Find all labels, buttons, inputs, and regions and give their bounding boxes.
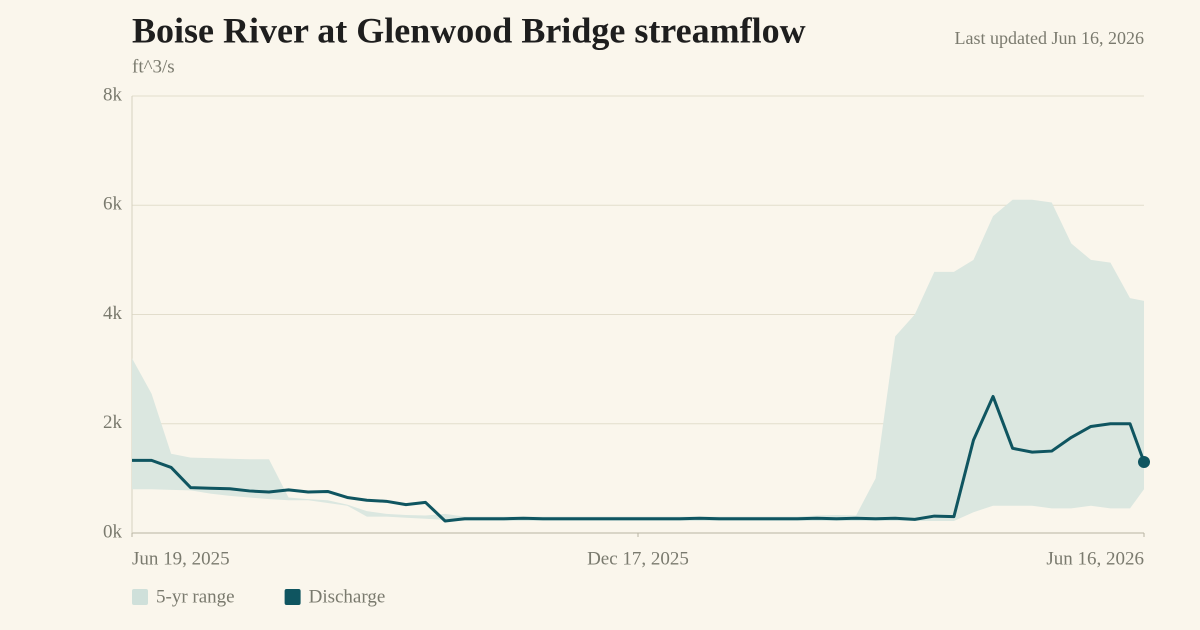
updated-note: Last updated Jun 16, 2026 — [955, 28, 1144, 48]
legend-label: 5-yr range — [156, 586, 235, 607]
x-tick-label: Dec 17, 2025 — [587, 548, 689, 569]
latest-point — [1138, 455, 1150, 468]
legend-label: Discharge — [309, 586, 386, 607]
y-tick-label: 2k — [103, 412, 123, 433]
y-tick-label: 8k — [103, 84, 123, 105]
x-tick-label: Jun 16, 2026 — [1046, 548, 1144, 569]
chart-title: Boise River at Glenwood Bridge streamflo… — [132, 10, 806, 50]
y-tick-label: 6k — [103, 194, 123, 215]
x-tick-label: Jun 19, 2025 — [132, 548, 230, 569]
legend-swatch — [284, 589, 301, 605]
legend-swatch — [132, 589, 148, 605]
discharge-line — [132, 394, 1146, 523]
y-tick-label: 4k — [103, 303, 123, 324]
unit-label: ft^3/s — [132, 56, 175, 77]
y-tick-label: 0k — [103, 521, 123, 542]
range-band — [132, 199, 1144, 521]
